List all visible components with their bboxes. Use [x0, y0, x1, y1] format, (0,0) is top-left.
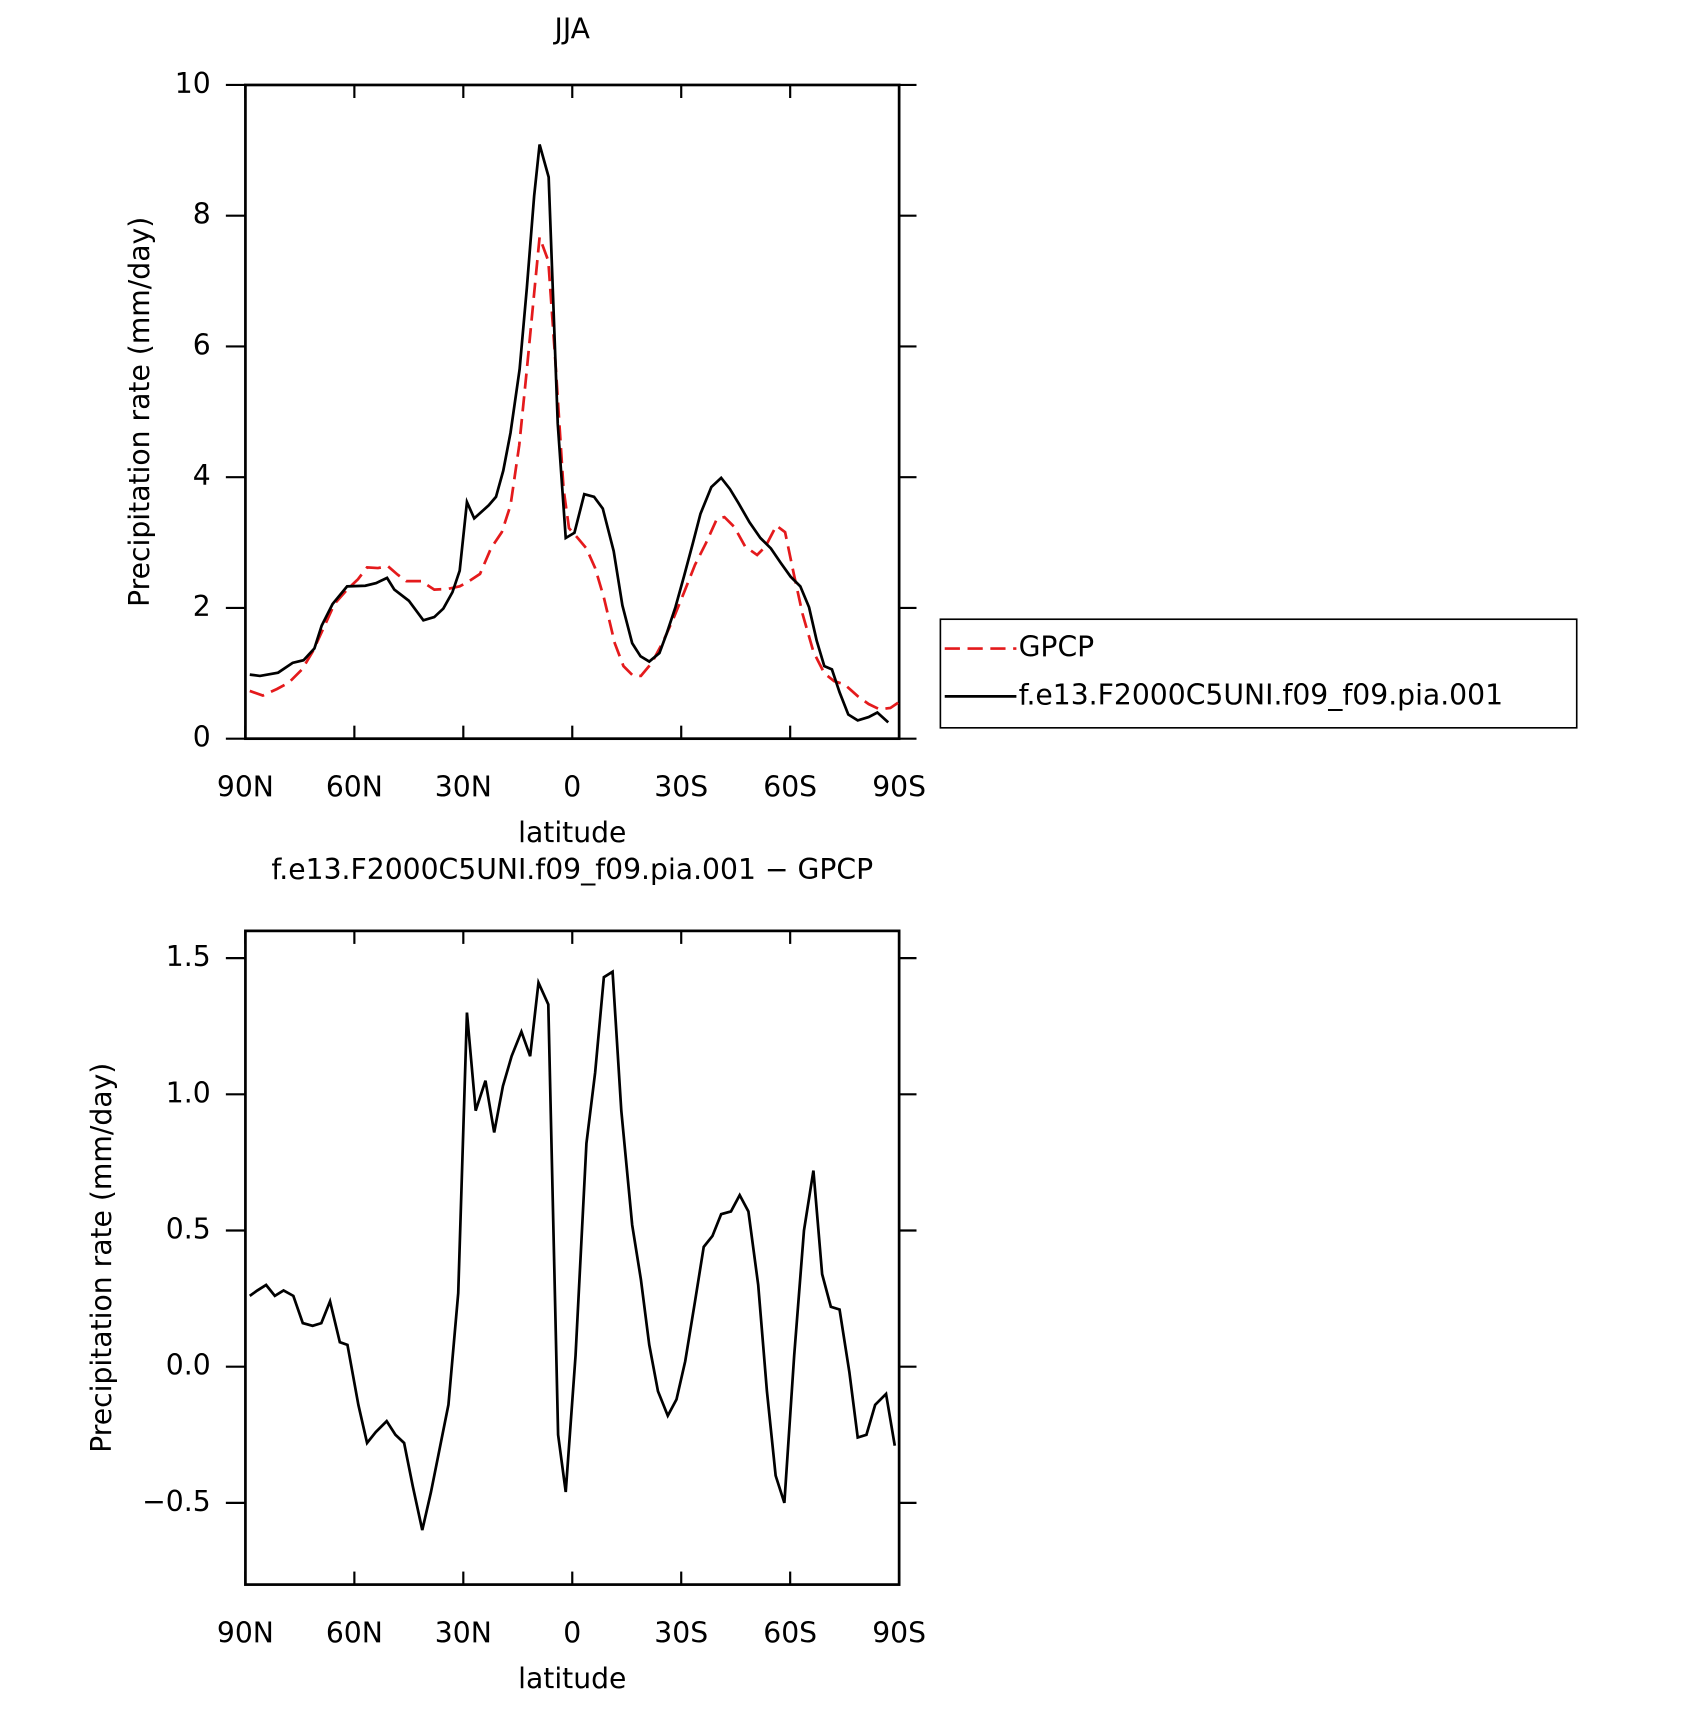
y-axis-label: Precipitation rate (mm/day)	[85, 1063, 118, 1453]
x-tick-label: 90N	[217, 1617, 274, 1650]
legend-label: f.e13.F2000C5UNI.f09_f09.pia.001	[1019, 678, 1504, 711]
y-tick-label: 8	[193, 198, 211, 231]
x-tick-label: 30N	[435, 1617, 492, 1650]
x-tick-label: 90N	[217, 771, 274, 804]
y-tick-label: 1.5	[166, 940, 211, 973]
chart-title: f.e13.F2000C5UNI.f09_f09.pia.001 − GPCP	[271, 853, 873, 886]
y-tick-label: 4	[193, 459, 211, 492]
y-tick-label: 10	[175, 67, 211, 100]
x-tick-label: 60S	[763, 1617, 817, 1650]
data-line	[248, 969, 897, 1531]
y-tick-label: −0.5	[142, 1485, 211, 1518]
y-axis-label: Precipitation rate (mm/day)	[123, 217, 156, 607]
x-tick-label: 0	[563, 1617, 581, 1650]
x-tick-label: 0	[563, 771, 581, 804]
x-tick-label: 30S	[654, 771, 708, 804]
legend-label: GPCP	[1019, 631, 1095, 664]
x-tick-label: 90S	[872, 771, 926, 804]
x-tick-label: 60N	[326, 771, 383, 804]
y-tick-label: 1.0	[166, 1076, 211, 1109]
x-tick-label: 60S	[763, 771, 817, 804]
legend-box	[939, 618, 1578, 729]
y-tick-label: 2	[193, 590, 211, 623]
data-line	[249, 236, 899, 711]
y-tick-label: 0.0	[166, 1349, 211, 1382]
x-tick-label: 90S	[872, 1617, 926, 1650]
y-tick-label: 6	[193, 328, 211, 361]
data-line	[249, 144, 890, 724]
x-tick-label: 30S	[654, 1617, 708, 1650]
chart-title: JJA	[553, 13, 591, 46]
x-axis-label: latitude	[518, 1662, 626, 1695]
y-tick-label: 0.5	[166, 1213, 211, 1246]
x-tick-label: 30N	[435, 771, 492, 804]
plot-frame	[244, 83, 901, 741]
x-tick-label: 60N	[326, 1617, 383, 1650]
x-axis-label: latitude	[518, 816, 626, 849]
y-tick-label: 0	[193, 721, 211, 754]
